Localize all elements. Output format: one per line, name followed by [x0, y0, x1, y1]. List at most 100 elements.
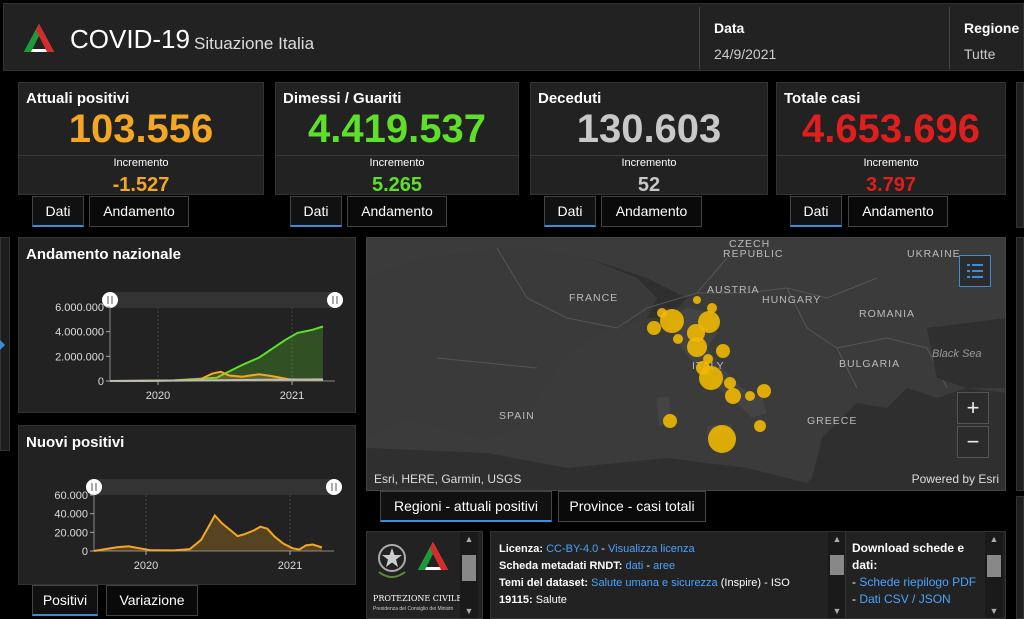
series-area [110, 326, 323, 381]
temi-label: Temi del dataset: [499, 577, 589, 589]
y-tick-label: 0 [82, 546, 88, 558]
stat-increment: -1.527 [112, 174, 170, 196]
scroll-down-icon[interactable]: ▼ [832, 606, 842, 616]
map-label-romania: ROMANIA [859, 308, 916, 320]
region-bubble[interactable] [663, 414, 677, 428]
region-bubble[interactable] [698, 311, 720, 333]
map-label-republic: REPUBLIC [723, 248, 784, 260]
region-bubble[interactable] [757, 384, 771, 398]
stat-increment-label: Incremento [369, 157, 425, 169]
date-selector[interactable]: Data 24/9/2021 [699, 7, 949, 69]
tab-variazione[interactable]: Variazione [106, 585, 198, 616]
region-bubble[interactable] [725, 388, 741, 404]
region-bubble[interactable] [703, 354, 713, 364]
stat-value: 4.419.537 [308, 107, 486, 151]
x-tick-label: 2021 [278, 560, 302, 572]
x-tick-label: 2020 [134, 560, 158, 572]
region-bubble[interactable] [673, 334, 683, 344]
stat-title: Deceduti [538, 90, 602, 107]
region-bubble[interactable] [754, 420, 766, 432]
list-icon [967, 264, 983, 278]
tab-andamento-deceduti[interactable]: Andamento [601, 196, 702, 227]
region-label: Regione [964, 20, 1020, 36]
slider-handle-right[interactable] [326, 479, 342, 495]
scheda-aree-link[interactable]: aree [653, 560, 676, 572]
tab-dati-dimessi[interactable]: Dati [290, 196, 342, 227]
download-scrollbar[interactable]: ▲ ▼ [985, 532, 1003, 618]
slider-handle-circle [102, 292, 118, 308]
y-tick-label: 20.000 [54, 527, 88, 539]
map-label-bulgaria: BULGARIA [839, 358, 901, 370]
tab-dati-totale[interactable]: Dati [790, 196, 842, 227]
region-bubble[interactable] [745, 391, 755, 401]
scroll-up-icon[interactable]: ▲ [832, 534, 842, 544]
dati-csv-json-link[interactable]: Dati CSV / JSON [859, 592, 951, 606]
stat-increment: 3.797 [865, 174, 917, 196]
tab-andamento-dimessi[interactable]: Andamento [347, 196, 447, 227]
andamento-nazionale-panel: Andamento nazionale [18, 237, 356, 413]
region-bubble[interactable] [647, 321, 661, 335]
map-label-greece: GREECE [807, 415, 858, 427]
tab-dati-deceduti[interactable]: Dati [544, 196, 596, 227]
region-value: Tutte [964, 46, 996, 62]
tab-regioni-attuali-positivi[interactable]: Regioni - attuali positivi [380, 491, 552, 522]
right-edge-panel [1016, 496, 1024, 619]
stat-value: 4.653.696 [802, 107, 980, 151]
stat-card-attuali-positivi: Attuali positivi 103.556 Incremento -1.5… [18, 82, 264, 196]
left-arrow-icon[interactable] [0, 340, 6, 350]
series-area [94, 515, 322, 551]
region-bubble[interactable] [708, 425, 736, 453]
map-attribution[interactable]: Esri, HERE, Garmin, USGS [374, 472, 522, 486]
scroll-thumb[interactable] [987, 555, 1001, 577]
tab-positivi[interactable]: Positivi [32, 585, 98, 616]
region-bubble[interactable] [660, 309, 684, 333]
zoom-out-button[interactable]: − [957, 426, 989, 458]
map-landmass [367, 238, 1005, 490]
map-label-austria: AUSTRIA [707, 284, 760, 296]
regions-map[interactable]: CZECH REPUBLIC UKRAINE FRANCE AUSTRIA HU… [366, 237, 1006, 491]
license-panel: ▲ ▼ [490, 531, 847, 619]
scroll-down-icon[interactable]: ▼ [464, 606, 474, 616]
scroll-thumb[interactable] [830, 555, 844, 575]
salute-link[interactable]: Salute umana e sicurezza [591, 577, 718, 589]
slider-handle-circle [327, 292, 343, 308]
cc-by-link[interactable]: CC-BY-4.0 [546, 543, 599, 555]
stat-title: Dimessi / Guariti [283, 90, 402, 107]
scroll-up-icon[interactable]: ▲ [989, 534, 999, 544]
map-label-spain: SPAIN [499, 410, 535, 422]
map-label-ukraine: UKRAINE [907, 248, 961, 260]
tab-dati-attuali[interactable]: Dati [32, 196, 84, 227]
region-bubble[interactable] [716, 344, 730, 358]
legend-list-button[interactable] [959, 255, 991, 287]
tab-andamento-totale[interactable]: Andamento [848, 196, 948, 227]
slider-handle-right[interactable] [327, 292, 343, 308]
y-tick-label: 40.000 [54, 509, 88, 521]
visualizza-licenza-link[interactable]: Visualizza licenza [608, 543, 695, 555]
logos-scrollbar[interactable]: ▲ ▼ [460, 532, 478, 618]
schede-pdf-link[interactable]: Schede riepilogo PDF [859, 575, 977, 589]
zoom-in-button[interactable]: + [957, 392, 989, 424]
slider-handle-left[interactable] [102, 292, 118, 308]
region-selector[interactable]: Regione Tutte [949, 7, 1024, 69]
chart-title: Nuovi positivi [26, 434, 125, 451]
region-bubble[interactable] [724, 377, 736, 389]
region-bubble[interactable] [687, 337, 707, 357]
series-area [110, 371, 323, 381]
region-bubble[interactable] [699, 366, 723, 390]
scheda-dati-link[interactable]: dati [625, 560, 644, 572]
scroll-down-icon[interactable]: ▼ [989, 606, 999, 616]
stat-card-totale-casi: Totale casi 4.653.696 Incremento 3.797 [776, 82, 1006, 196]
stat-increment: 52 [637, 174, 661, 196]
stat-value: 103.556 [68, 107, 214, 151]
slider-handle-left[interactable] [86, 479, 102, 495]
download-text: Download schede e dati: - Schede riepilo… [852, 540, 982, 608]
stat-increment-label: Incremento [113, 157, 169, 169]
license-scrollbar[interactable]: ▲ ▼ [828, 532, 846, 618]
scroll-up-icon[interactable]: ▲ [464, 534, 474, 544]
tab-province-casi-totali[interactable]: Province - casi totali [558, 491, 706, 522]
tab-andamento-attuali[interactable]: Andamento [89, 196, 189, 227]
region-bubble[interactable] [707, 303, 717, 313]
scroll-thumb[interactable] [462, 555, 476, 581]
region-bubble[interactable] [693, 296, 701, 304]
powered-by-esri[interactable]: Powered by Esri [911, 472, 999, 486]
